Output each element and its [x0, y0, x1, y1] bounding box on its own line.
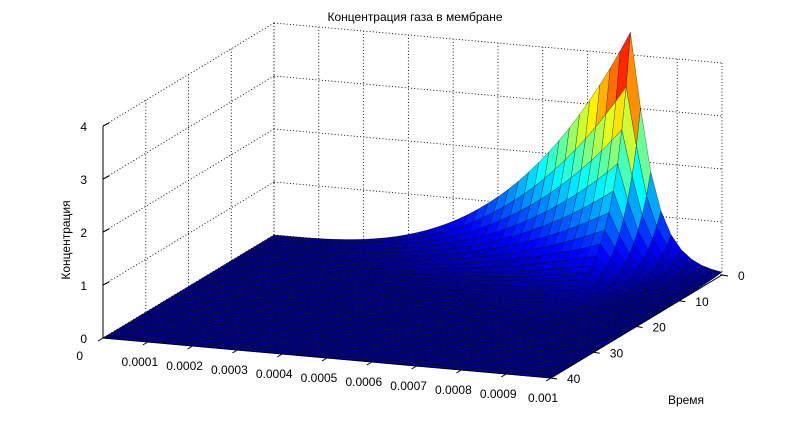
grid-line [102, 181, 275, 286]
tick-label: 0.0007 [390, 379, 427, 393]
x-tick-mark [232, 349, 238, 354]
grid-line [273, 75, 723, 117]
z-tick-mark [102, 228, 110, 233]
grid-line [102, 75, 275, 180]
tick-label: 2 [80, 226, 87, 240]
tick-label: 0.0006 [345, 375, 382, 389]
tick-label: 0.0009 [480, 387, 517, 401]
grid-line [273, 22, 723, 64]
x-tick-mark [411, 365, 417, 370]
tick-label: 0.0001 [121, 355, 158, 369]
tick-label: 4 [80, 120, 87, 134]
x-tick-mark [276, 353, 283, 358]
x-tick-mark [97, 337, 104, 342]
tick-label: 0 [80, 332, 87, 346]
tick-label: 0.001 [528, 391, 558, 405]
z-tick-mark [102, 122, 110, 127]
tick-label: 0.0004 [256, 367, 293, 381]
x-tick-mark [142, 341, 149, 346]
y-tick-mark [593, 351, 600, 354]
x-tick-mark [500, 373, 507, 378]
x-tick-mark [456, 369, 462, 374]
tick-labels: 0 0.0001 0.0002 0.0003 0.0004 0.0005 0.0006 0.0… [76, 120, 745, 405]
tick-label: 3 [80, 173, 87, 187]
grid-line [102, 22, 275, 127]
y-tick-mark [550, 377, 558, 380]
tick-label: 40 [567, 372, 581, 386]
tick-label: 0.0002 [166, 359, 203, 373]
tick-label: 20 [653, 321, 667, 335]
z-axis-label: Концентрация [59, 200, 73, 279]
y-tick-mark [679, 300, 686, 303]
tick-label: 0.0005 [301, 371, 338, 385]
y-axis-label: Время [668, 393, 704, 407]
z-tick-mark [102, 334, 110, 339]
grid-line [102, 128, 275, 233]
y-tick-mark [721, 274, 729, 277]
x-tick-mark [321, 357, 328, 362]
x-tick-mark [545, 377, 552, 382]
tick-label: 0.0008 [435, 383, 472, 397]
tick-label: 0.0003 [211, 363, 248, 377]
tick-label: 30 [610, 346, 624, 360]
axes [97, 122, 729, 382]
tick-label: 1 [80, 279, 87, 293]
x-tick-mark [187, 345, 193, 350]
surface [102, 32, 723, 379]
x-tick-mark [366, 361, 373, 366]
tick-label: 0 [76, 349, 83, 363]
y-tick-mark [636, 326, 643, 328]
z-tick-mark [102, 175, 110, 180]
chart-title: Концентрация газа в мембране [327, 10, 502, 24]
tick-label: 0 [738, 269, 745, 283]
tick-label: 10 [695, 295, 709, 309]
z-tick-mark [102, 281, 110, 286]
